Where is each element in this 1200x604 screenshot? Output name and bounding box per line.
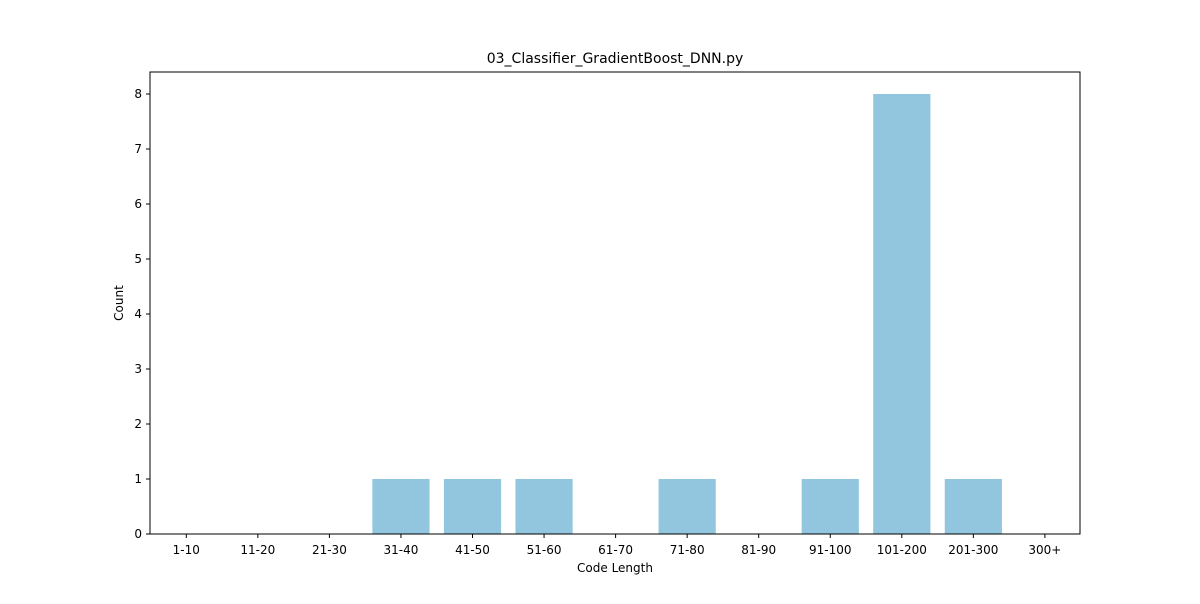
bar-31-40	[372, 479, 430, 534]
bars-group	[372, 94, 1002, 534]
x-tick-label: 81-90	[741, 543, 776, 557]
x-tick-label: 21-30	[312, 543, 347, 557]
plot-frame	[149, 71, 1081, 535]
y-tick-label: 0	[134, 527, 142, 541]
bar-71-80	[658, 479, 716, 534]
x-tick-label: 1-10	[173, 543, 200, 557]
y-tick-label: 2	[134, 417, 142, 431]
x-axis-label: Code Length	[577, 561, 653, 575]
x-tick-label: 101-200	[877, 543, 927, 557]
x-tick-label: 51-60	[527, 543, 562, 557]
x-tick-label: 300+	[1028, 543, 1061, 557]
bar-91-100	[801, 479, 859, 534]
y-tick-label: 4	[134, 307, 142, 321]
bar-51-60	[515, 479, 573, 534]
y-tick-label: 1	[134, 472, 142, 486]
x-tick-label: 11-20	[240, 543, 275, 557]
y-axis-label: Count	[112, 285, 126, 321]
x-tick-label: 61-70	[598, 543, 633, 557]
chart-title: 03_Classifier_GradientBoost_DNN.py	[487, 51, 744, 67]
y-tick-label: 7	[134, 142, 142, 156]
x-axis-ticks: 1-10 11-20 21-30 31-40 41-50 51-60 61-70 71-80 8…	[173, 534, 1061, 557]
x-tick-label: 91-100	[809, 543, 852, 557]
y-tick-label: 8	[134, 87, 142, 101]
bar-101-200	[873, 94, 931, 534]
x-tick-label: 41-50	[455, 543, 490, 557]
x-tick-label: 201-300	[948, 543, 998, 557]
y-tick-label: 6	[134, 197, 142, 211]
bar-41-50	[443, 479, 502, 534]
y-axis-ticks: 0 1 2 3 4 5 6 7 8	[134, 87, 150, 541]
bar-201-300	[944, 479, 1002, 534]
y-tick-label: 3	[134, 362, 142, 376]
y-tick-label: 5	[134, 252, 142, 266]
x-tick-label: 31-40	[384, 543, 419, 557]
x-tick-label: 71-80	[670, 543, 705, 557]
